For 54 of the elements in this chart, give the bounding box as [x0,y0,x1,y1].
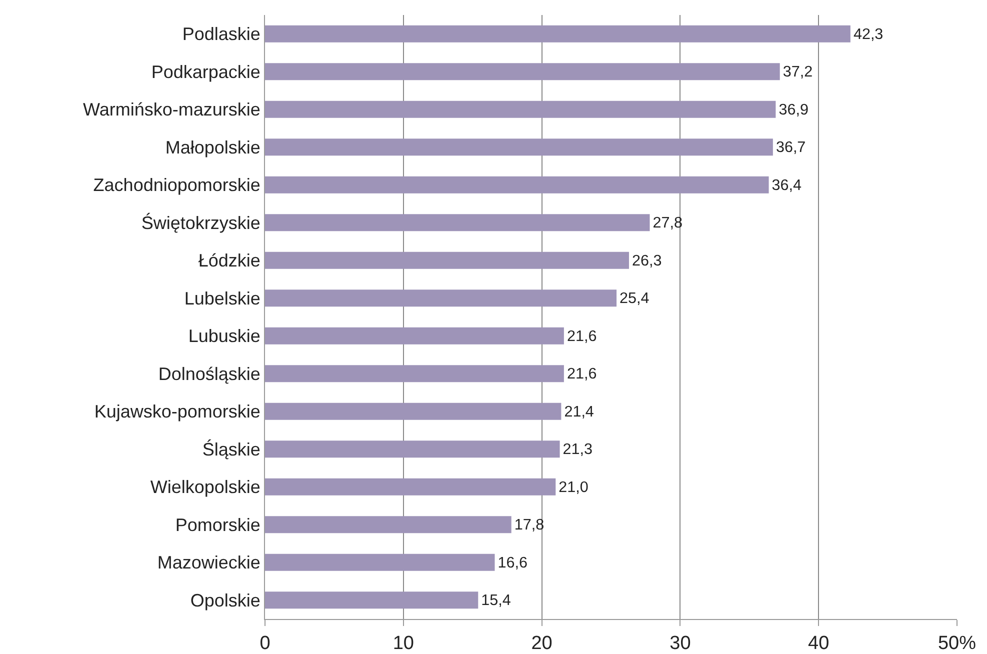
bar [265,176,769,194]
data-label: 36,9 [778,101,808,118]
data-label: 21,4 [564,403,594,420]
y-tick-label: Kujawsko-pomorskie [94,402,260,422]
data-label: 26,3 [632,252,662,270]
data-label: 17,8 [514,516,544,534]
data-label: 27,8 [652,214,683,232]
x-tick-label: 20 [531,632,552,654]
data-label: 36,4 [772,176,802,194]
data-label: 21,6 [566,366,597,383]
bar [265,214,650,232]
y-tick-label: Warmińsko-mazurskie [83,100,260,120]
data-label: 21,0 [558,478,588,496]
data-label: 25,4 [620,290,650,308]
bar [265,402,562,420]
x-tick-label: 30 [670,632,691,654]
y-tick-label: Dolnośląskie [158,364,260,384]
bar [265,252,629,269]
y-tick-label: Śląskie [202,438,260,460]
y-tick-label: Świętokrzyskie [141,212,260,233]
y-tick-label: Podlaskie [182,24,260,44]
x-tick-label: 0 [260,632,270,654]
x-tick-label: 10 [392,632,414,654]
bar [265,327,564,344]
data-label: 37,2 [782,64,813,81]
bar [265,516,512,534]
data-label: 21,3 [562,441,593,458]
x-tick-label: 40 [808,632,830,654]
x-tick-label: 50% [938,632,976,654]
bar [265,365,564,382]
data-label: 42,3 [853,26,884,43]
y-tick-label: Małopolskie [165,137,260,158]
bar [265,478,556,496]
data-label: 36,7 [776,139,806,156]
bar [265,290,617,307]
y-tick-label: Łódzkie [198,250,260,271]
y-tick-label: Zachodniopomorskie [93,175,260,196]
bar [265,440,560,458]
bar [265,592,478,609]
y-tick-label: Mazowieckie [157,552,260,573]
bar [265,25,850,42]
bar [265,138,773,156]
data-label: 15,4 [481,592,512,610]
y-tick-label: Opolskie [190,590,260,610]
bar [265,554,495,571]
y-tick-label: Pomorskie [175,514,260,535]
y-tick-label: Podkarpackie [151,62,260,82]
bar [265,63,780,80]
y-tick-label: Lubelskie [184,288,260,308]
y-tick-label: Lubuskie [188,326,260,346]
data-label: 21,6 [566,328,597,345]
bar [265,100,776,118]
data-label: 16,6 [498,554,528,572]
y-tick-label: Wielkopolskie [150,477,260,498]
